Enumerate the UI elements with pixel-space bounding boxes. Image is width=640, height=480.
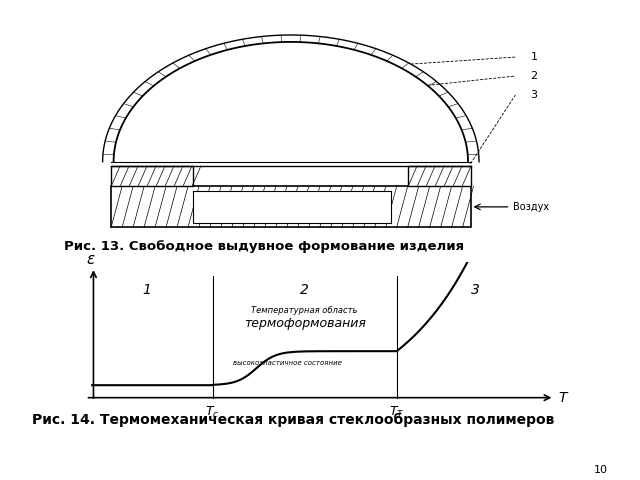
Bar [193,191,390,223]
Text: Рис. 14. Термомеханическая кривая стеклообразных полимеров: Рис. 14. Термомеханическая кривая стекло… [32,413,554,427]
Text: Температурная область: Температурная область [252,306,358,315]
Text: $T_c$: $T_c$ [205,405,220,420]
Text: высокоэластичное состояние: высокоэластичное состояние [233,360,342,365]
Text: 2: 2 [531,71,538,81]
Text: Воздух: Воздух [513,202,549,212]
Text: ε: ε [86,252,95,267]
Text: Рис. 13. Свободное выдувное формование изделия: Рис. 13. Свободное выдувное формование и… [64,240,464,253]
Text: 3: 3 [471,283,480,297]
Bar [408,166,470,186]
Text: 3: 3 [531,90,538,100]
Text: $T_T$: $T_T$ [389,405,404,420]
Bar [111,166,193,186]
Text: 2: 2 [300,283,309,297]
Text: 1: 1 [143,283,151,297]
Text: термоформования: термоформования [244,317,365,330]
Text: 1: 1 [531,52,538,62]
Bar [111,186,470,228]
Text: 10: 10 [594,465,608,475]
Text: T: T [559,391,567,405]
